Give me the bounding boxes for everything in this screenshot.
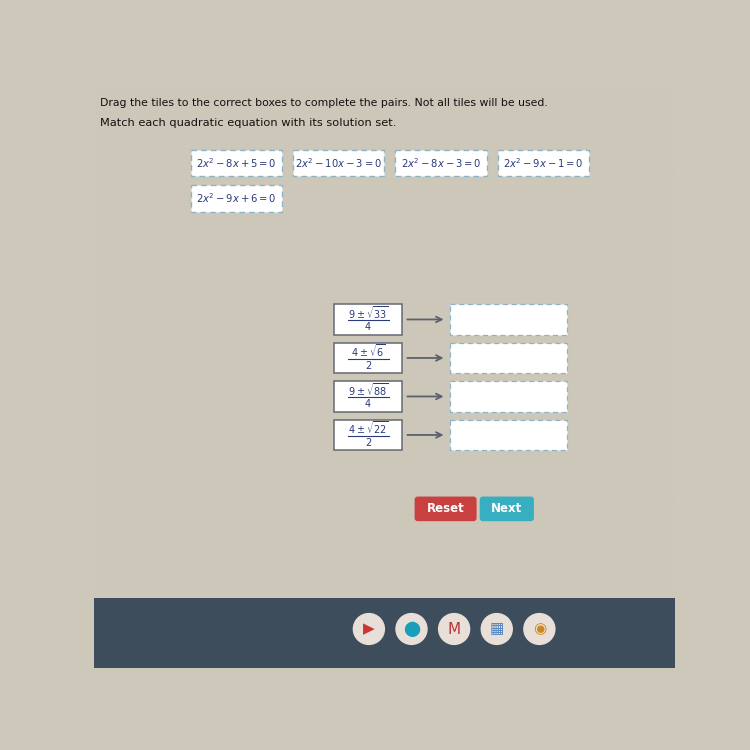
Circle shape bbox=[482, 614, 512, 644]
Text: 4: 4 bbox=[365, 322, 371, 332]
Text: $4 \pm \sqrt{6}$: $4 \pm \sqrt{6}$ bbox=[351, 343, 386, 359]
Text: Match each quadratic equation with its solution set.: Match each quadratic equation with its s… bbox=[100, 118, 396, 128]
FancyBboxPatch shape bbox=[415, 496, 476, 521]
Text: ▶: ▶ bbox=[363, 622, 375, 637]
Bar bbox=[334, 381, 402, 412]
Bar bbox=[334, 304, 402, 334]
Text: $2x^2-9x-1=0$: $2x^2-9x-1=0$ bbox=[503, 156, 584, 170]
Circle shape bbox=[439, 614, 470, 644]
Text: $4 \pm \sqrt{22}$: $4 \pm \sqrt{22}$ bbox=[347, 420, 388, 436]
Text: $2x^2-8x+5=0$: $2x^2-8x+5=0$ bbox=[196, 156, 277, 170]
Bar bbox=[395, 150, 487, 176]
Text: 2: 2 bbox=[365, 361, 371, 370]
Circle shape bbox=[396, 614, 427, 644]
Bar bbox=[190, 150, 282, 176]
Bar bbox=[190, 185, 282, 211]
Text: $2x^2-8x-3=0$: $2x^2-8x-3=0$ bbox=[400, 156, 482, 170]
Bar bbox=[293, 150, 384, 176]
Text: 2: 2 bbox=[365, 438, 371, 448]
Text: ▦: ▦ bbox=[490, 622, 504, 637]
Bar bbox=[450, 304, 566, 334]
Text: $9 \pm \sqrt{33}$: $9 \pm \sqrt{33}$ bbox=[347, 304, 388, 321]
Text: ◉: ◉ bbox=[532, 622, 546, 637]
Bar bbox=[450, 381, 566, 412]
Text: Reset: Reset bbox=[427, 503, 464, 515]
Text: $9 \pm \sqrt{88}$: $9 \pm \sqrt{88}$ bbox=[347, 381, 388, 398]
Bar bbox=[334, 343, 402, 374]
Text: ⬤: ⬤ bbox=[403, 621, 420, 637]
Text: M: M bbox=[448, 622, 460, 637]
Bar bbox=[450, 419, 566, 450]
Text: Drag the tiles to the correct boxes to complete the pairs. Not all tiles will be: Drag the tiles to the correct boxes to c… bbox=[100, 98, 548, 108]
Bar bbox=[450, 343, 566, 374]
Circle shape bbox=[353, 614, 384, 644]
Bar bbox=[334, 419, 402, 450]
Text: 4: 4 bbox=[365, 399, 371, 410]
Text: Next: Next bbox=[491, 503, 523, 515]
Bar bbox=[497, 150, 589, 176]
Circle shape bbox=[524, 614, 555, 644]
Text: $2x^2-9x+6=0$: $2x^2-9x+6=0$ bbox=[196, 192, 277, 206]
FancyBboxPatch shape bbox=[480, 496, 534, 521]
Bar bbox=[94, 598, 675, 668]
Text: $2x^2-10x-3=0$: $2x^2-10x-3=0$ bbox=[296, 156, 382, 170]
